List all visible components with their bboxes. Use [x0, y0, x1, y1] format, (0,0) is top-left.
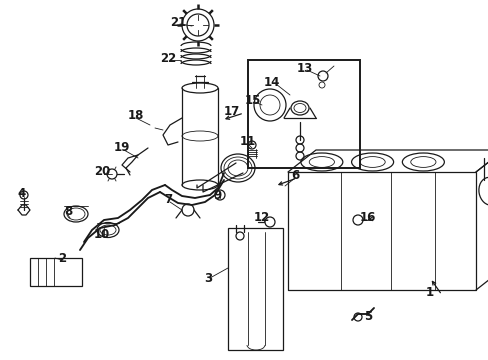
Text: 12: 12	[253, 211, 269, 225]
Bar	[227, 228, 283, 350]
Text: 9: 9	[213, 189, 222, 202]
Text: 18: 18	[127, 109, 144, 122]
Text: 20: 20	[94, 166, 110, 179]
Text: 3: 3	[203, 271, 212, 284]
Text: 5: 5	[363, 310, 371, 324]
Text: 11: 11	[240, 135, 256, 148]
Text: 15: 15	[244, 94, 261, 107]
Bar	[247, 60, 359, 168]
Text: 16: 16	[359, 211, 375, 225]
Text: 7: 7	[163, 193, 172, 207]
Text: 6: 6	[290, 170, 299, 183]
Text: 17: 17	[224, 105, 240, 118]
Text: 13: 13	[296, 62, 312, 75]
Text: 10: 10	[94, 229, 110, 242]
Text: 2: 2	[58, 252, 66, 265]
Text: 4: 4	[18, 188, 26, 201]
Text: 14: 14	[263, 76, 280, 89]
Text: 21: 21	[169, 15, 186, 28]
Bar	[30, 258, 82, 286]
Text: 8: 8	[64, 206, 72, 219]
Text: 1: 1	[425, 285, 433, 298]
Text: 22: 22	[160, 51, 176, 64]
Text: 19: 19	[114, 141, 130, 154]
